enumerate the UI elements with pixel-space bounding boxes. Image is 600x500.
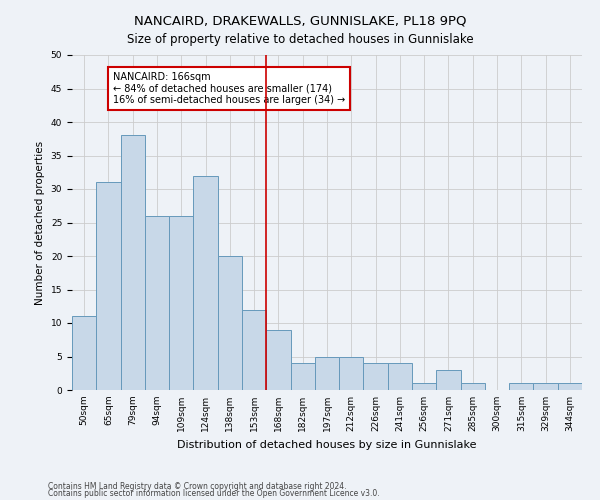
Bar (193, 176, 218, 390)
Bar (315, 356, 339, 390)
Bar (509, 384, 533, 390)
Text: NANCAIRD, DRAKEWALLS, GUNNISLAKE, PL18 9PQ: NANCAIRD, DRAKEWALLS, GUNNISLAKE, PL18 9… (134, 15, 466, 28)
Text: NANCAIRD: 166sqm
← 84% of detached houses are smaller (174)
16% of semi-detached: NANCAIRD: 166sqm ← 84% of detached house… (113, 72, 346, 105)
Bar (266, 330, 290, 390)
Bar (436, 370, 461, 390)
Bar (121, 136, 145, 390)
Bar (169, 216, 193, 390)
Bar (364, 363, 388, 390)
Text: Contains HM Land Registry data © Crown copyright and database right 2024.: Contains HM Land Registry data © Crown c… (48, 482, 347, 491)
Bar (218, 256, 242, 390)
Bar (242, 310, 266, 390)
Bar (388, 363, 412, 390)
Bar (412, 384, 436, 390)
Bar (96, 182, 121, 390)
Bar (339, 356, 364, 390)
Bar (461, 384, 485, 390)
Bar (558, 384, 582, 390)
Text: Contains public sector information licensed under the Open Government Licence v3: Contains public sector information licen… (48, 489, 380, 498)
Text: Size of property relative to detached houses in Gunnislake: Size of property relative to detached ho… (127, 32, 473, 46)
Bar (290, 363, 315, 390)
X-axis label: Distribution of detached houses by size in Gunnislake: Distribution of detached houses by size … (177, 440, 477, 450)
Bar (72, 316, 96, 390)
Bar (145, 216, 169, 390)
Y-axis label: Number of detached properties: Number of detached properties (35, 140, 45, 304)
Bar (533, 384, 558, 390)
